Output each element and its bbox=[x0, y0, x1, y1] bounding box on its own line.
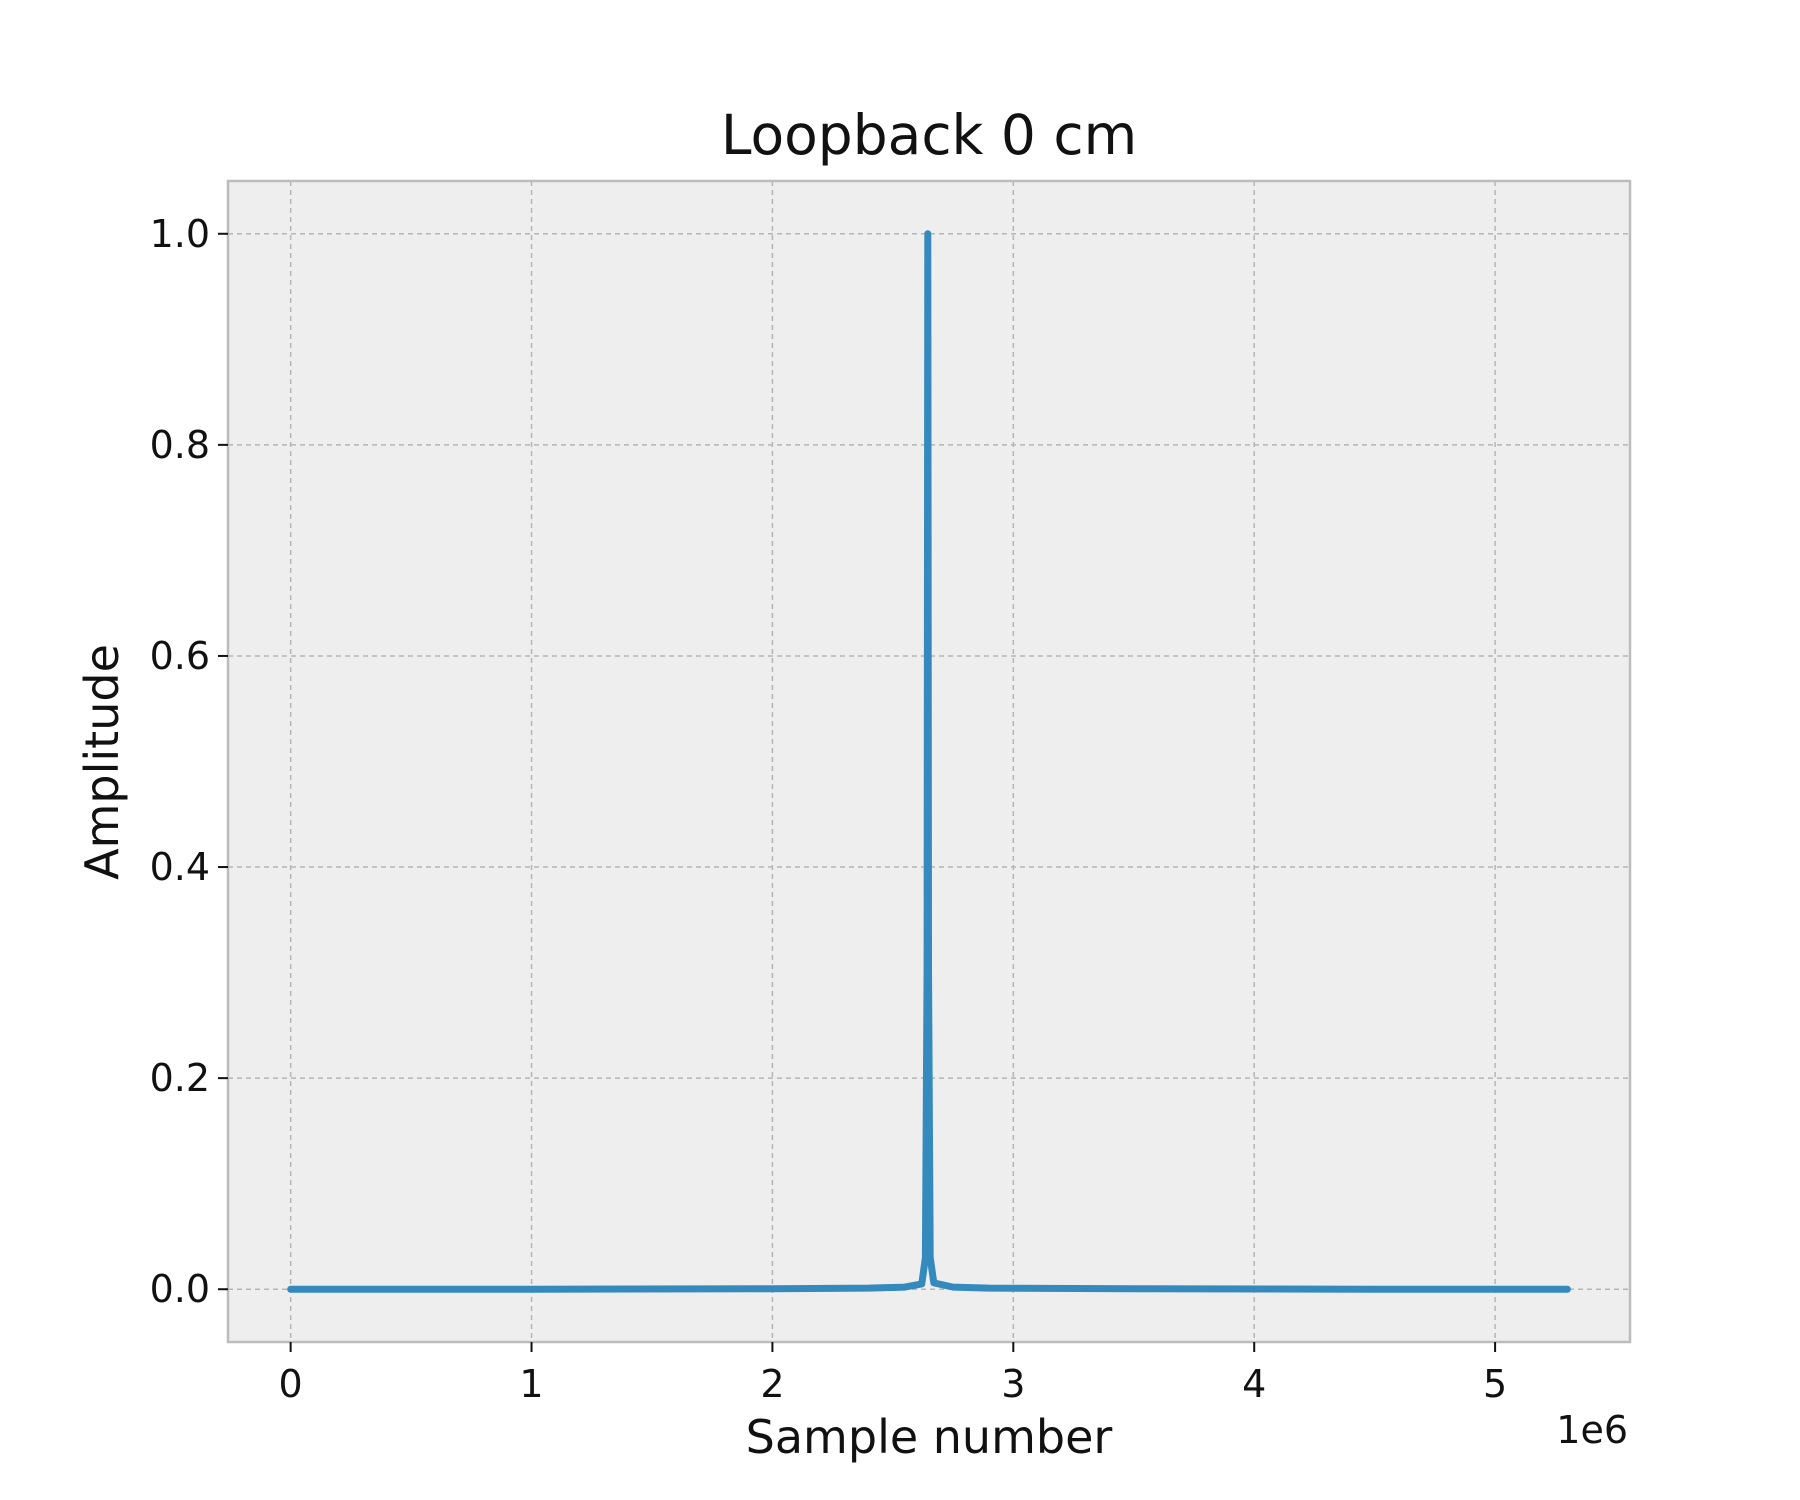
y-tick-label: 1.0 bbox=[150, 212, 210, 256]
grid bbox=[228, 181, 1630, 1342]
y-axis: 0.0 0.2 0.4 0.6 0.8 1.0 bbox=[150, 212, 228, 1311]
x-tick-label: 3 bbox=[1001, 1362, 1025, 1406]
y-axis-label: Amplitude bbox=[75, 644, 129, 880]
y-tick-label: 0.6 bbox=[150, 634, 210, 678]
x-axis-label: Sample number bbox=[746, 1410, 1113, 1464]
x-axis: 0 1 2 3 4 5 bbox=[279, 1342, 1507, 1406]
x-tick-label: 0 bbox=[279, 1362, 303, 1406]
x-tick-label: 2 bbox=[760, 1362, 784, 1406]
x-tick-label: 1 bbox=[519, 1362, 543, 1406]
plot-frame bbox=[226, 179, 1632, 1344]
series-layer bbox=[287, 230, 1571, 1293]
x-tick-label: 4 bbox=[1242, 1362, 1266, 1406]
series-line bbox=[287, 230, 1571, 1293]
y-tick-label: 0.2 bbox=[150, 1056, 210, 1100]
chart-title: Loopback 0 cm bbox=[721, 103, 1137, 167]
y-tick-label: 0.4 bbox=[150, 845, 210, 889]
x-tick-label: 5 bbox=[1483, 1362, 1507, 1406]
y-tick-label: 0.0 bbox=[150, 1267, 210, 1311]
x-axis-offset-label: 1e6 bbox=[1556, 1408, 1628, 1452]
y-tick-label: 0.8 bbox=[150, 423, 210, 467]
